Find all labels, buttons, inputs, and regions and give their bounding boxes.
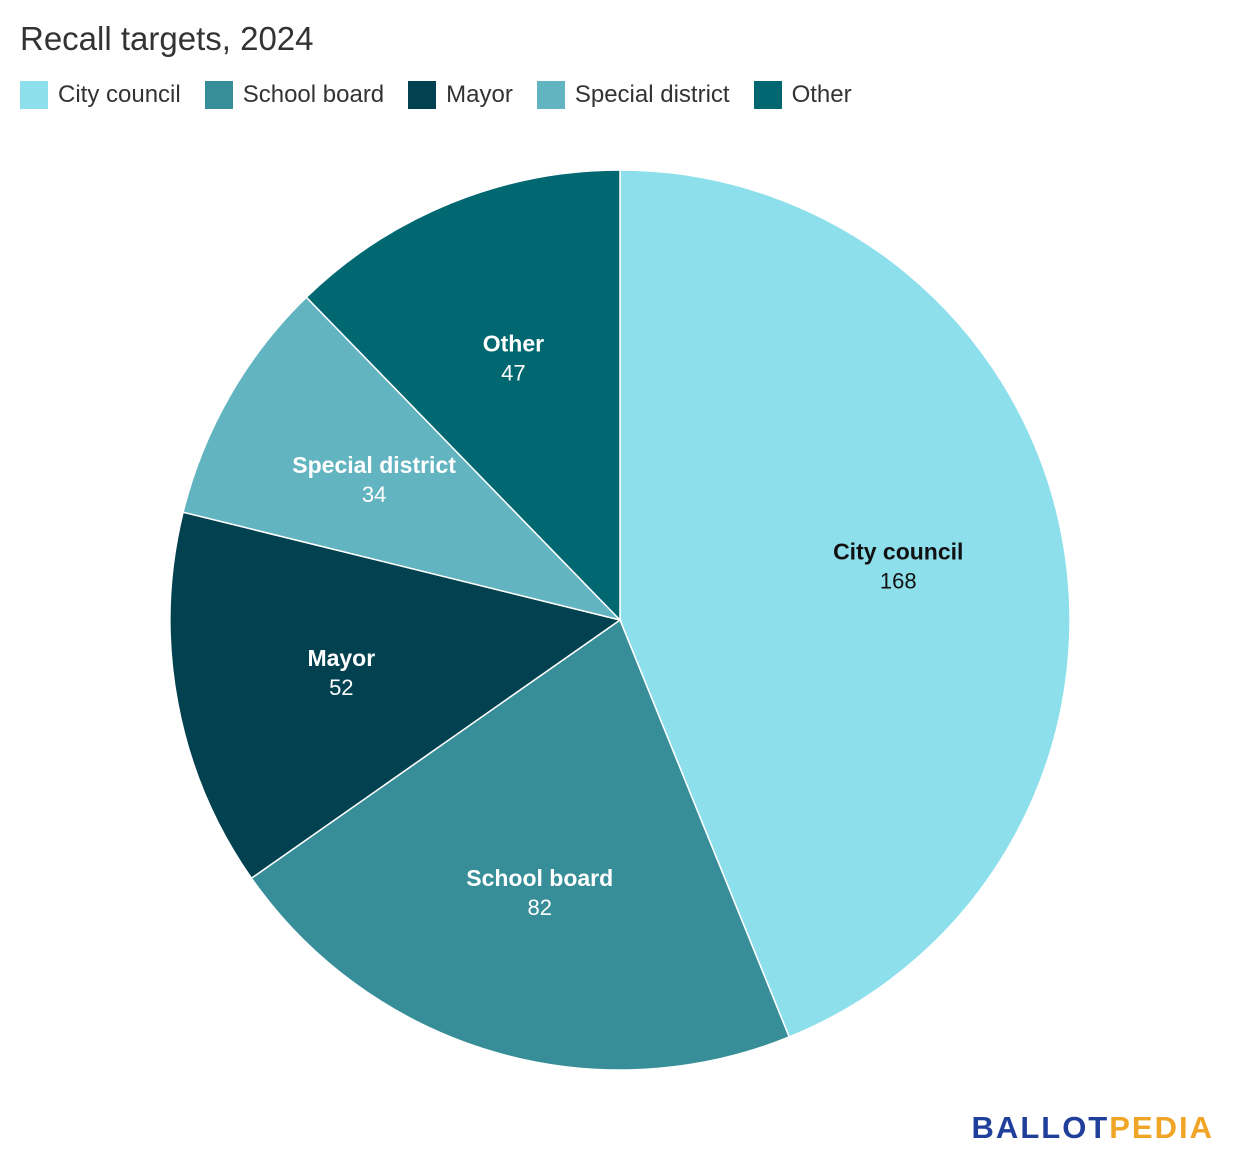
slice-label-city-council: City council (833, 539, 963, 565)
legend-item-school-board[interactable]: School board (204, 81, 385, 109)
legend-swatch-special-district (536, 81, 565, 109)
slice-label-mayor: Mayor (307, 645, 375, 671)
slice-value-other: 47 (501, 360, 525, 385)
legend-swatch-other (753, 81, 782, 109)
ballotpedia-logo: BALLOTPEDIA (972, 1110, 1214, 1146)
legend-label-other: Other (791, 81, 852, 108)
slice-label-other: Other (483, 330, 544, 356)
pie-slice-city-council[interactable] (619, 169, 1071, 1038)
legend-label-special-district: Special district (574, 81, 730, 108)
chart-legend: City council School board Mayor Special dis… (20, 81, 876, 109)
slice-value-special-district: 34 (362, 482, 386, 507)
legend-item-city-council[interactable]: City council (20, 81, 181, 109)
slice-label-special-district: Special district (292, 452, 456, 478)
legend-item-special-district[interactable]: Special district (536, 81, 730, 109)
slice-label-school-board: School board (466, 865, 613, 891)
pie-slice-special-district[interactable] (182, 296, 623, 622)
legend-label-school-board: School board (242, 81, 385, 108)
slice-value-school-board: 82 (527, 895, 551, 920)
pie-slice-mayor[interactable] (169, 511, 622, 880)
logo-part-ballot: BALLOT (971, 1110, 1110, 1145)
slice-value-mayor: 52 (329, 675, 353, 700)
legend-label-city-council: City council (58, 81, 181, 108)
chart-title: Recall targets, 2024 (20, 20, 314, 57)
legend-item-mayor[interactable]: Mayor (408, 81, 513, 109)
pie-slice-other[interactable] (305, 169, 621, 622)
legend-item-other[interactable]: Other (753, 81, 852, 109)
pie-slice-school-board[interactable] (250, 618, 791, 1071)
slice-value-city-council: 168 (880, 569, 917, 594)
legend-swatch-city-council (20, 81, 48, 109)
logo-part-pedia: PEDIA (1109, 1110, 1214, 1145)
legend-swatch-school-board (204, 81, 233, 109)
legend-label-mayor: Mayor (446, 81, 513, 108)
legend-swatch-mayor (408, 81, 437, 109)
